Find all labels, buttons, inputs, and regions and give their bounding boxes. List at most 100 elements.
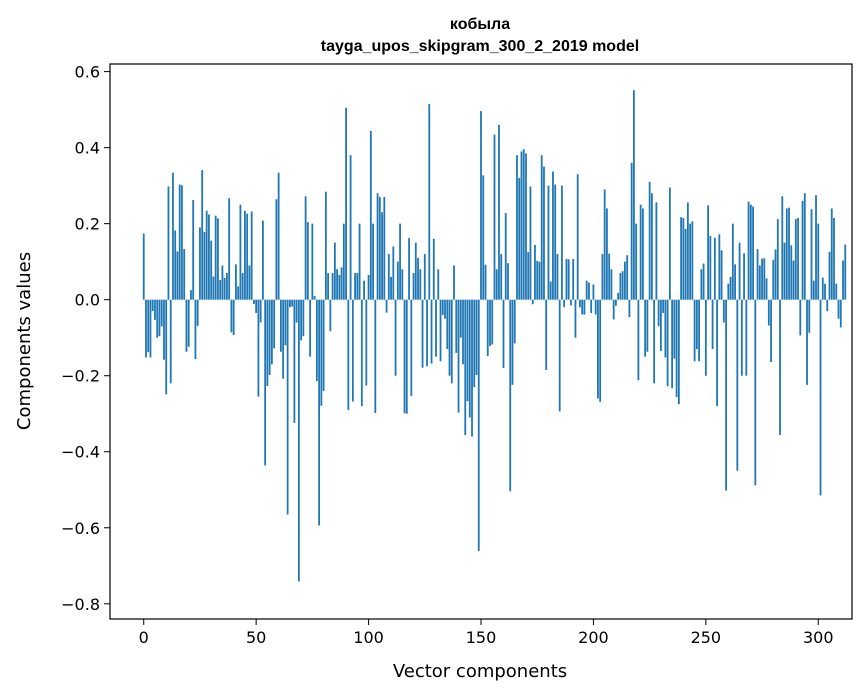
bar (803, 193, 806, 300)
bar (165, 299, 168, 395)
bar (534, 244, 536, 300)
bar (540, 155, 543, 300)
bar (477, 299, 480, 551)
bar (187, 299, 190, 347)
bar (576, 174, 579, 300)
bar (648, 181, 651, 300)
bar (457, 299, 460, 413)
bar (239, 204, 242, 300)
bar (405, 299, 408, 414)
bar (617, 292, 620, 300)
bar (603, 189, 606, 300)
bar (799, 299, 802, 336)
bar (300, 299, 303, 341)
bar (743, 253, 745, 300)
y-axis-label: Components values (14, 252, 35, 430)
bar (543, 166, 545, 300)
bar (662, 299, 665, 313)
bar (253, 299, 255, 304)
bar (641, 208, 644, 300)
bar (441, 299, 444, 315)
bar (644, 299, 647, 357)
bar (360, 299, 363, 407)
bar (666, 299, 669, 387)
bar (621, 271, 624, 300)
x-tick-label: 150 (466, 628, 497, 647)
bar (812, 280, 815, 300)
bar (606, 208, 608, 300)
bar (754, 299, 757, 486)
bar (594, 299, 597, 315)
bar (718, 234, 721, 300)
bar (336, 269, 338, 300)
y-tick-label: 0.2 (75, 215, 100, 234)
bar (333, 242, 336, 300)
bar (423, 254, 426, 300)
bar (749, 204, 752, 300)
bar (340, 267, 343, 300)
bars-group (142, 90, 847, 582)
bar (489, 299, 491, 347)
bar (432, 238, 435, 300)
bar (740, 299, 743, 376)
bar (763, 258, 766, 300)
bar (226, 273, 228, 300)
bar (235, 264, 237, 300)
bar (372, 223, 374, 300)
bar (785, 208, 788, 300)
bar (205, 210, 208, 300)
bar (639, 204, 642, 300)
bar (713, 237, 716, 300)
bar (590, 299, 593, 313)
bar (248, 265, 251, 300)
bar (214, 215, 217, 300)
bar (403, 299, 406, 414)
bar (626, 255, 629, 300)
bar (698, 299, 700, 362)
bar (468, 299, 471, 418)
bar (592, 284, 595, 300)
bar (709, 235, 712, 300)
bar (673, 299, 676, 359)
bar (558, 299, 561, 412)
bar (513, 299, 516, 344)
bar (572, 259, 575, 300)
bar (169, 299, 172, 384)
bar (511, 299, 514, 385)
bar (194, 299, 197, 359)
bar (201, 170, 204, 300)
bar (230, 299, 233, 333)
bar (770, 299, 772, 363)
bar (794, 219, 797, 300)
bar (495, 269, 498, 300)
bar (736, 299, 739, 471)
bar (835, 283, 838, 300)
bar (387, 254, 390, 300)
bar (727, 283, 730, 300)
bar (149, 299, 152, 358)
bar (819, 299, 822, 496)
bar (145, 299, 147, 358)
bar (579, 299, 581, 308)
x-tick-label: 300 (803, 628, 834, 647)
bar (147, 299, 150, 353)
chart-title: кобыла (450, 16, 510, 33)
bar (619, 273, 622, 300)
bar (518, 178, 521, 300)
bar (199, 227, 201, 300)
bar (286, 299, 289, 515)
bar (664, 299, 667, 358)
bar (680, 217, 683, 300)
bar (529, 186, 532, 300)
bar (306, 222, 309, 300)
bar (203, 232, 206, 300)
bar (363, 280, 365, 300)
bar (806, 299, 808, 385)
bar (601, 254, 604, 300)
bar (430, 299, 433, 364)
bar (250, 211, 253, 300)
bar (414, 242, 417, 300)
bar (455, 299, 458, 353)
bar (509, 299, 512, 492)
bar (657, 299, 660, 327)
